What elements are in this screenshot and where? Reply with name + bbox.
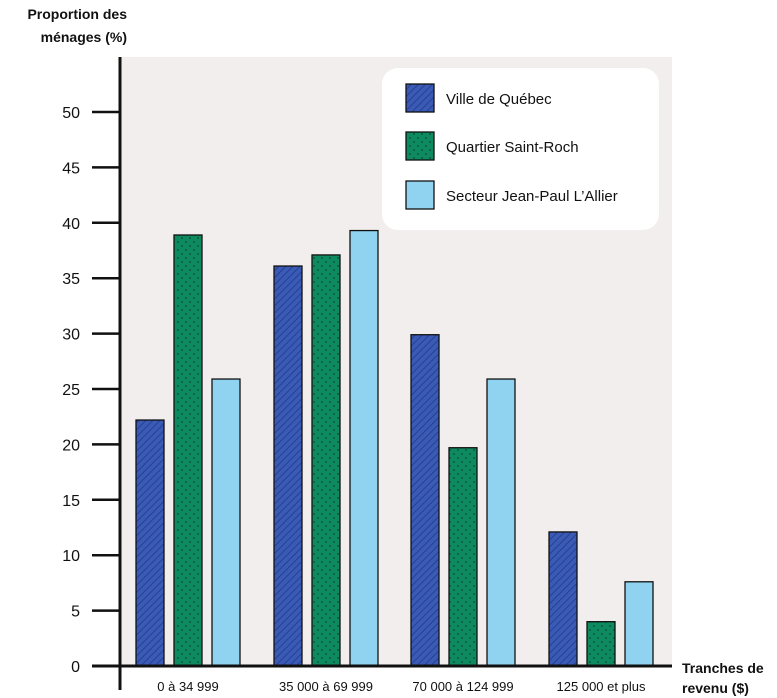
bar	[211, 378, 241, 667]
y-ticks: 0 5 10 15 20 25 30 35 40 45 50	[62, 105, 120, 676]
bar	[548, 531, 578, 667]
bar	[349, 229, 379, 667]
y-axis-title-line2: ménages (%)	[41, 29, 127, 45]
x-axis-title-line1: Tranches de	[682, 660, 764, 676]
y-tick-label: 20	[62, 437, 80, 454]
bar	[173, 234, 203, 667]
bar	[135, 419, 165, 667]
bar	[410, 334, 440, 667]
bar	[486, 378, 516, 667]
y-tick-label: 25	[62, 382, 80, 399]
y-tick-label: 50	[62, 105, 80, 122]
bar	[586, 621, 616, 667]
legend-swatch	[405, 180, 435, 210]
x-axis-title-line2: revenu ($)	[682, 680, 749, 696]
bar	[448, 447, 478, 667]
x-tick-label: 70 000 à 124 999	[412, 679, 513, 694]
legend-label: Secteur Jean-Paul L’Allier	[446, 188, 618, 205]
legend-label: Quartier Saint-Roch	[446, 139, 579, 156]
x-tick-labels: 0 à 34 999 35 000 à 69 999 70 000 à 124 99…	[157, 679, 646, 694]
legend: Ville de Québec Quartier Saint-Roch Secteu…	[382, 68, 659, 230]
y-axis-title-line1: Proportion des	[27, 6, 127, 22]
legend-swatch	[405, 131, 435, 161]
x-tick-label: 125 000 et plus	[557, 679, 646, 694]
legend-box	[382, 68, 659, 230]
x-tick-label: 35 000 à 69 999	[279, 679, 373, 694]
bar	[624, 581, 654, 667]
y-tick-label: 35	[62, 271, 80, 288]
y-tick-label: 0	[71, 659, 80, 676]
legend-swatch	[405, 83, 435, 113]
bars-group	[135, 229, 654, 667]
y-tick-label: 10	[62, 548, 80, 565]
y-tick-label: 30	[62, 327, 80, 344]
y-tick-label: 5	[71, 604, 80, 621]
y-tick-label: 15	[62, 493, 80, 510]
bar	[311, 254, 341, 667]
y-tick-label: 40	[62, 216, 80, 233]
legend-label: Ville de Québec	[446, 91, 552, 108]
y-tick-label: 45	[62, 160, 80, 177]
x-tick-label: 0 à 34 999	[157, 679, 218, 694]
bar	[273, 265, 303, 667]
